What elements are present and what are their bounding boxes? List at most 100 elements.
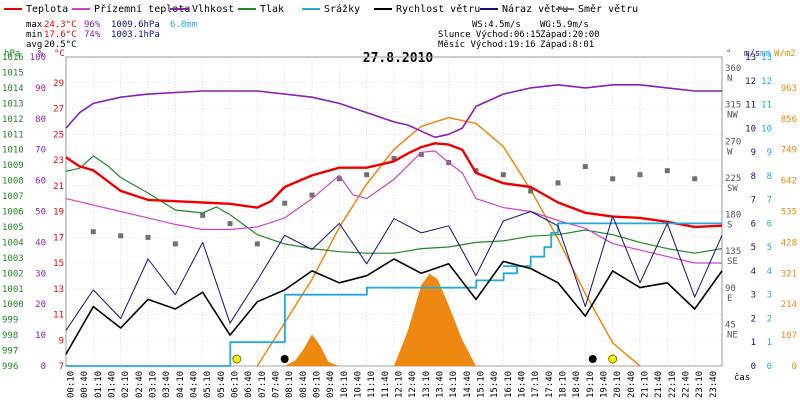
hpa-tick-label: 1002 (2, 269, 24, 279)
x-tick-label: 02:10 (121, 371, 131, 398)
solar-layer (256, 116, 641, 367)
wind-direction-point (364, 172, 370, 178)
mm-tick-label: 9 (767, 148, 772, 158)
wind-direction-point (637, 172, 643, 178)
legend-label: Náraz větru (502, 3, 568, 15)
solar-tick-label: 107 (781, 331, 797, 341)
x-tick-label: 19:10 (586, 371, 596, 398)
solar-fill-area (284, 273, 476, 366)
x-tick-label: 18:40 (572, 371, 582, 398)
x-tick-label: 19:40 (600, 371, 610, 398)
mm-tick-label: 2 (767, 314, 772, 324)
wind-direction-point (336, 176, 342, 182)
wind-gust-stat: WG:5.9m/s (540, 20, 589, 30)
temp-tick-label: 21 (53, 182, 64, 192)
percent-tick-label: 30 (35, 269, 46, 279)
max-rain: 6.0mm (170, 20, 197, 30)
x-tick-label: 23:40 (709, 371, 719, 398)
legend-label: Vlhkost (192, 4, 234, 15)
series-line-tlak (65, 155, 723, 254)
chart-title: 27.8.2010 (363, 51, 434, 66)
x-tick-label: 08:10 (285, 371, 295, 398)
x-tick-label: 14:40 (463, 371, 473, 398)
hpa-tick-label: 1011 (2, 130, 24, 140)
ms-tick-label: 10 (745, 124, 756, 134)
avg-label: avg (26, 40, 42, 50)
wind-speed-stat: WS:4.5m/s (472, 20, 521, 30)
solar-radiation-line (256, 116, 641, 367)
hpa-tick-label: 997 (2, 347, 18, 357)
sunrise-marker (232, 354, 242, 364)
wind-direction-point (500, 172, 506, 178)
percent-tick-label: 10 (35, 331, 46, 341)
events-layer (232, 354, 618, 364)
wind-direction-point (118, 233, 124, 239)
x-tick-label: 13:40 (436, 371, 446, 398)
hpa-tick-label: 1005 (2, 223, 24, 233)
mm-tick-label: 0 (767, 362, 772, 372)
temp-tick-label: 25 (53, 130, 64, 140)
hpa-tick-label: 1007 (2, 192, 24, 202)
legend: Teplota Přízemní teplota Vlhkost Tlak Srážky… (4, 3, 638, 15)
x-tick-label: 15:10 (477, 371, 487, 398)
sun-set: Západ:20:00 (540, 30, 600, 40)
percent-tick-label: 100 (30, 53, 46, 63)
min-hum: 74% (84, 30, 101, 40)
legend-label: Srážky (324, 3, 360, 15)
solar-tick-label: 749 (781, 146, 797, 156)
mm-tick-label: 1 (767, 338, 772, 348)
ms-axis-unit: m/s (744, 49, 760, 59)
x-tick-label: 20:40 (627, 371, 637, 398)
max-temp: 24.3°C (44, 20, 77, 30)
x-tick-label: 01:40 (108, 371, 118, 398)
mm-tick-label: 3 (767, 291, 772, 301)
temp-tick-label: 7 (59, 362, 64, 372)
temp-tick-label: 13 (53, 285, 64, 295)
direction-tick-label: W (727, 147, 733, 157)
percent-tick-label: 50 (35, 208, 46, 218)
direction-tick-value: 180 (725, 211, 741, 221)
x-tick-label: 10:40 (354, 371, 364, 398)
hpa-tick-label: 999 (2, 316, 18, 326)
mm-tick-label: 7 (767, 196, 772, 206)
x-tick-label: 18:10 (559, 371, 569, 398)
direction-tick-value: 270 (725, 137, 741, 147)
moon-set: Západ:8:01 (540, 40, 594, 50)
max-label: max (26, 20, 43, 30)
hpa-tick-label: 998 (2, 331, 18, 341)
legend-label: Tlak (260, 4, 284, 15)
x-tick-label: 16:40 (518, 371, 528, 398)
x-tick-label: 22:40 (682, 371, 692, 398)
x-tick-label: 21:10 (641, 371, 651, 398)
temp-tick-label: 19 (53, 208, 64, 218)
moonset-marker (280, 355, 289, 363)
wind-direction-point (664, 168, 670, 174)
wind-direction-point (200, 212, 206, 218)
wind-direction-point (309, 192, 315, 198)
x-axis-label: čas (734, 372, 750, 383)
x-tick-label: 11:10 (367, 371, 377, 398)
ms-tick-label: 12 (745, 77, 756, 87)
x-tick-label: 00:40 (80, 371, 90, 398)
solar-tick-label: 856 (781, 115, 797, 125)
x-tick-label: 05:40 (217, 371, 227, 398)
direction-tick-value: 315 (725, 101, 741, 111)
temp-tick-label: 29 (53, 79, 64, 89)
x-tick-label: 09:40 (326, 371, 336, 398)
x-tick-label: 22:10 (668, 371, 678, 398)
solar-tick-label: 321 (781, 269, 797, 279)
x-tick-label: 17:10 (531, 371, 541, 398)
direction-tick-label: NE (727, 330, 738, 340)
ms-tick-label: 8 (751, 172, 756, 182)
temp-axis-unit: °C (54, 49, 65, 59)
x-tick-label: 09:10 (313, 371, 323, 398)
mm-tick-label: 8 (767, 172, 772, 182)
temp-tick-label: 11 (53, 311, 64, 321)
solar-tick-label: 963 (781, 84, 797, 94)
solar-tick-label: 642 (781, 177, 797, 187)
percent-tick-label: 60 (35, 177, 46, 187)
min-press: 1003.1hPa (111, 30, 160, 40)
x-tick-label: 05:10 (203, 371, 213, 398)
moonrise-marker (588, 355, 597, 363)
